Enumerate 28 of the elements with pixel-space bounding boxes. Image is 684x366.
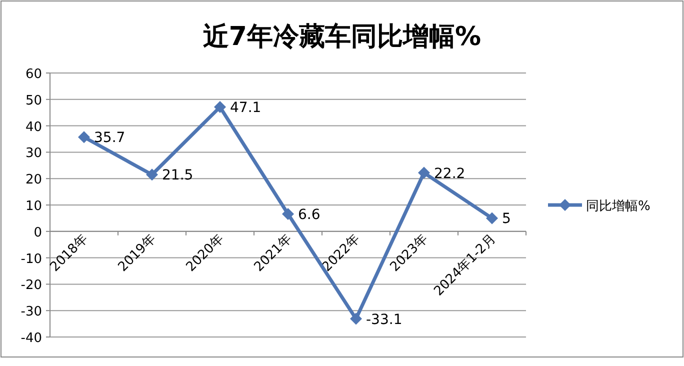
y-tick-label: 50 [25,93,42,108]
point [78,131,90,144]
point [146,168,158,181]
y-tick-label: 10 [25,199,42,214]
point [282,208,294,220]
y-tick-label: 30 [25,146,42,162]
point [350,312,362,325]
legend-label: 同比增幅% [586,199,650,214]
legend: 同比增幅% [548,199,650,214]
y-tick-label: -20 [20,278,42,294]
y-tick-label: 60 [25,67,42,82]
data-label: 6.6 [298,206,320,223]
data-label: 22.2 [434,166,466,182]
y-tick-label: 0 [34,225,42,240]
chart-title: 近7年冷藏车同比增幅% [202,22,482,52]
y-tick-label: -10 [20,252,42,267]
y-tick-label: -30 [20,304,42,320]
point [486,212,498,224]
y-tick-label: -40 [20,331,42,346]
data-label: -33.1 [366,312,402,328]
point [214,101,226,114]
data-label: 5 [502,211,511,228]
data-label: 21.5 [162,168,194,184]
data-label: 47.1 [230,100,262,116]
point [418,166,430,179]
data-label: 35.7 [94,130,126,146]
y-tick-label: 40 [25,120,42,135]
y-tick-label: 20 [25,172,42,188]
